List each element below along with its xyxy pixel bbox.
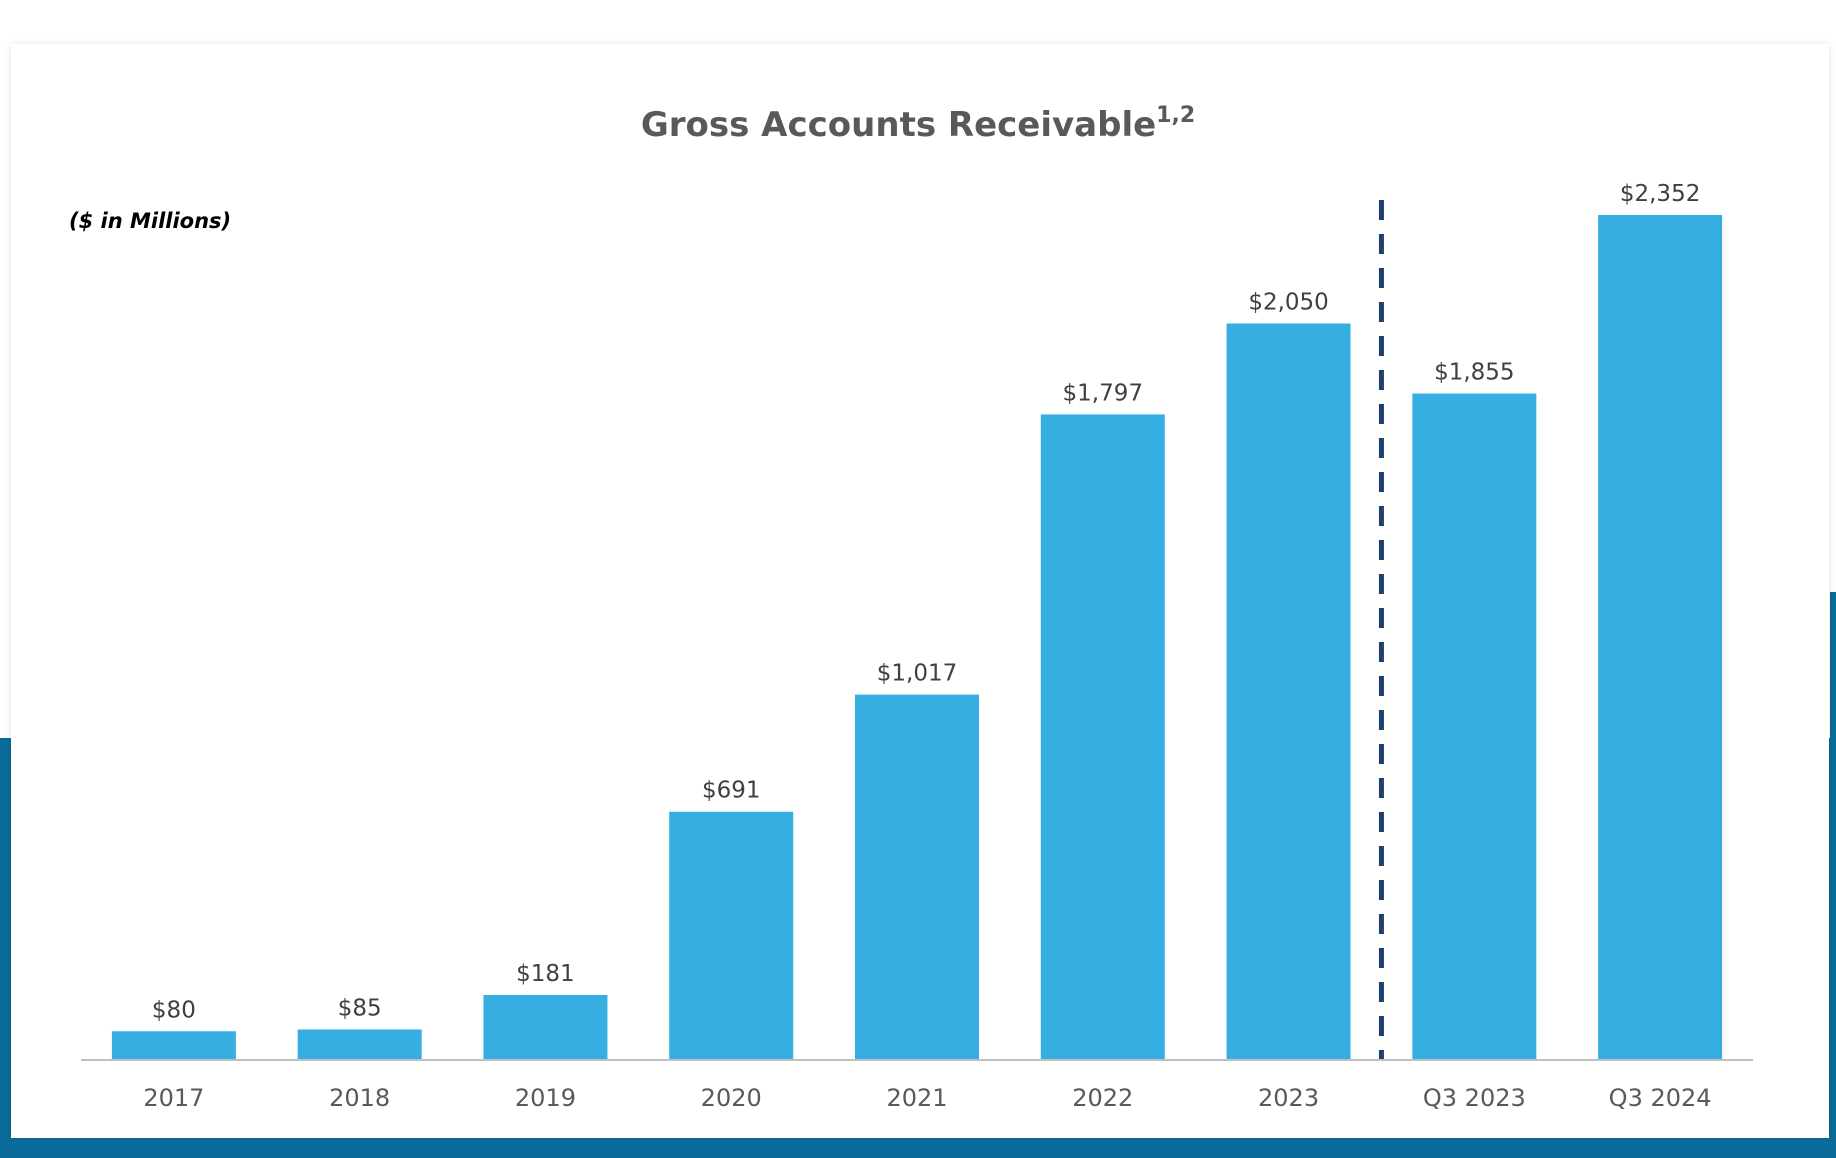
bars-group	[111, 215, 1723, 1061]
category-label-2023: 2023	[1258, 1084, 1319, 1112]
category-label-2019: 2019	[515, 1084, 576, 1112]
value-label-2020: $691	[702, 778, 761, 804]
value-label-2017: $80	[152, 997, 196, 1023]
bar-2021	[855, 694, 979, 1060]
bar-2019	[483, 994, 608, 1060]
category-label-2017: 2017	[143, 1084, 204, 1112]
bar-q3-2023	[1412, 393, 1537, 1061]
category-label-2022: 2022	[1072, 1084, 1133, 1112]
unit-note: ($ in Millions)	[69, 209, 231, 233]
bar-2022	[1040, 414, 1165, 1060]
value-labels-group: $80 $85 $181 $691 $1,017 $1,797 $2,050 $1,855 $2…	[152, 181, 1700, 1023]
value-label-q3-2023: $1,855	[1434, 360, 1514, 386]
bar-2017	[111, 1031, 236, 1060]
chart-title-superscript: 1,2	[1156, 103, 1195, 128]
chart-title-text: Gross Accounts Receivable	[641, 105, 1156, 145]
chart-title: Gross Accounts Receivable1,2	[641, 103, 1195, 145]
bar-q3-2024	[1598, 215, 1723, 1060]
category-label-2018: 2018	[329, 1084, 390, 1112]
value-label-2019: $181	[516, 961, 575, 987]
value-label-2022: $1,797	[1063, 380, 1143, 406]
value-label-2018: $85	[338, 995, 382, 1021]
category-labels-group: 2017 2018 2019 2020 2021 2022 2023 Q3 2023 Q3 20…	[143, 1084, 1711, 1112]
bar-2018	[297, 1029, 422, 1060]
category-label-2020: 2020	[701, 1084, 762, 1112]
category-label-q3-2024: Q3 2024	[1609, 1084, 1712, 1112]
value-label-2023: $2,050	[1248, 289, 1328, 315]
bar-2020	[669, 811, 794, 1060]
category-label-q3-2023: Q3 2023	[1423, 1084, 1526, 1112]
value-label-2021: $1,017	[877, 661, 957, 687]
background-band-edge	[1830, 592, 1836, 1158]
bar-2023	[1226, 323, 1351, 1060]
category-label-2021: 2021	[886, 1084, 947, 1112]
value-label-q3-2024: $2,352	[1620, 181, 1700, 207]
